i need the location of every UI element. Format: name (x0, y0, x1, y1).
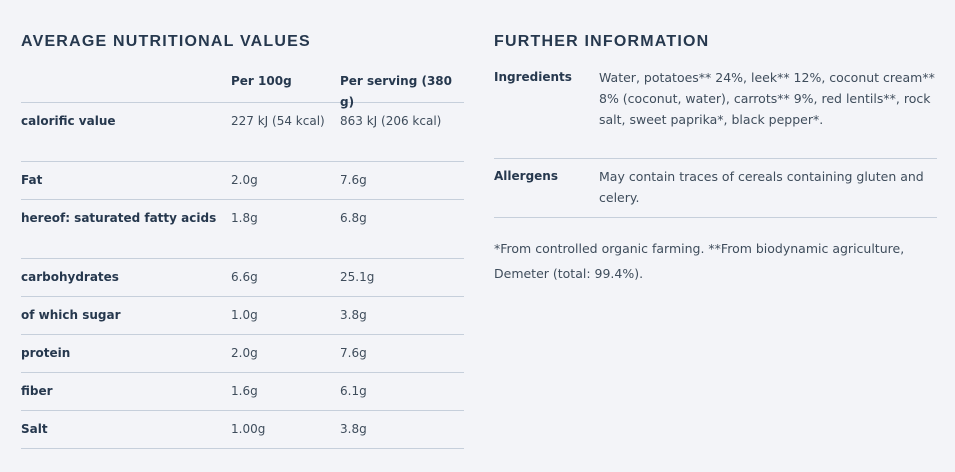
nutrient-per-serving: 25.1g (340, 270, 375, 284)
header-per-100g: Per 100g (231, 74, 292, 88)
nutrient-per-serving: 863 kJ (206 kcal) (340, 114, 442, 128)
nutrient-per-serving: 7.6g (340, 346, 367, 360)
allergens-row: Allergens May contain traces of cereals … (494, 159, 937, 218)
table-row: carbohydrates 6.6g 25.1g (21, 259, 464, 297)
table-row: calorific value 227 kJ (54 kcal) 863 kJ … (21, 103, 464, 162)
allergens-label: Allergens (494, 169, 558, 183)
ingredients-row: Ingredients Water, potatoes** 24%, leek*… (494, 62, 937, 159)
nutrient-per-serving: 7.6g (340, 173, 367, 187)
nutrient-per-100g: 227 kJ (54 kcal) (231, 114, 325, 128)
header-per-serving: Per serving (380 g) (340, 74, 453, 109)
nutrient-per-100g: 1.8g (231, 211, 258, 225)
nutrient-name: calorific value (21, 114, 116, 128)
nutrient-name: carbohydrates (21, 270, 119, 284)
nutrition-table: Per 100g Per serving (380 g) calorific v… (21, 62, 464, 449)
nutrient-per-100g: 1.00g (231, 422, 266, 436)
nutrient-per-100g: 1.6g (231, 384, 258, 398)
nutrient-per-serving: 6.1g (340, 384, 367, 398)
nutrient-name: hereof: saturated fatty acids (21, 211, 217, 225)
nutrient-name: Fat (21, 173, 43, 187)
table-row: of which sugar 1.0g 3.8g (21, 297, 464, 335)
further-information-title: FURTHER INFORMATION (494, 33, 710, 50)
table-row: hereof: saturated fatty acids 1.8g 6.8g (21, 200, 464, 259)
nutrient-per-serving: 3.8g (340, 422, 367, 436)
nutrient-name: Salt (21, 422, 48, 436)
nutrient-per-100g: 1.0g (231, 308, 258, 322)
nutrient-name: of which sugar (21, 308, 121, 322)
table-header-row: Per 100g Per serving (380 g) (21, 62, 464, 109)
table-row: protein 2.0g 7.6g (21, 335, 464, 373)
nutrition-title: AVERAGE NUTRITIONAL VALUES (21, 33, 311, 50)
ingredients-label: Ingredients (494, 70, 572, 84)
table-row: Salt 1.00g 3.8g (21, 411, 464, 449)
header-name (21, 71, 231, 102)
nutrient-per-serving: 3.8g (340, 308, 367, 322)
table-row: Fat 2.0g 7.6g (21, 162, 464, 200)
ingredients-text: Water, potatoes** 24%, leek** 12%, cocon… (599, 70, 935, 127)
nutrient-per-100g: 2.0g (231, 346, 258, 360)
nutrient-per-serving: 6.8g (340, 211, 367, 225)
nutrient-per-100g: 6.6g (231, 270, 258, 284)
further-information-table: Ingredients Water, potatoes** 24%, leek*… (494, 62, 937, 218)
table-row: fiber 1.6g 6.1g (21, 373, 464, 411)
nutrient-name: protein (21, 346, 71, 360)
nutrient-per-100g: 2.0g (231, 173, 258, 187)
nutrient-name: fiber (21, 384, 53, 398)
allergens-text: May contain traces of cereals containing… (599, 169, 924, 205)
footnote: *From controlled organic farming. **From… (494, 241, 905, 281)
